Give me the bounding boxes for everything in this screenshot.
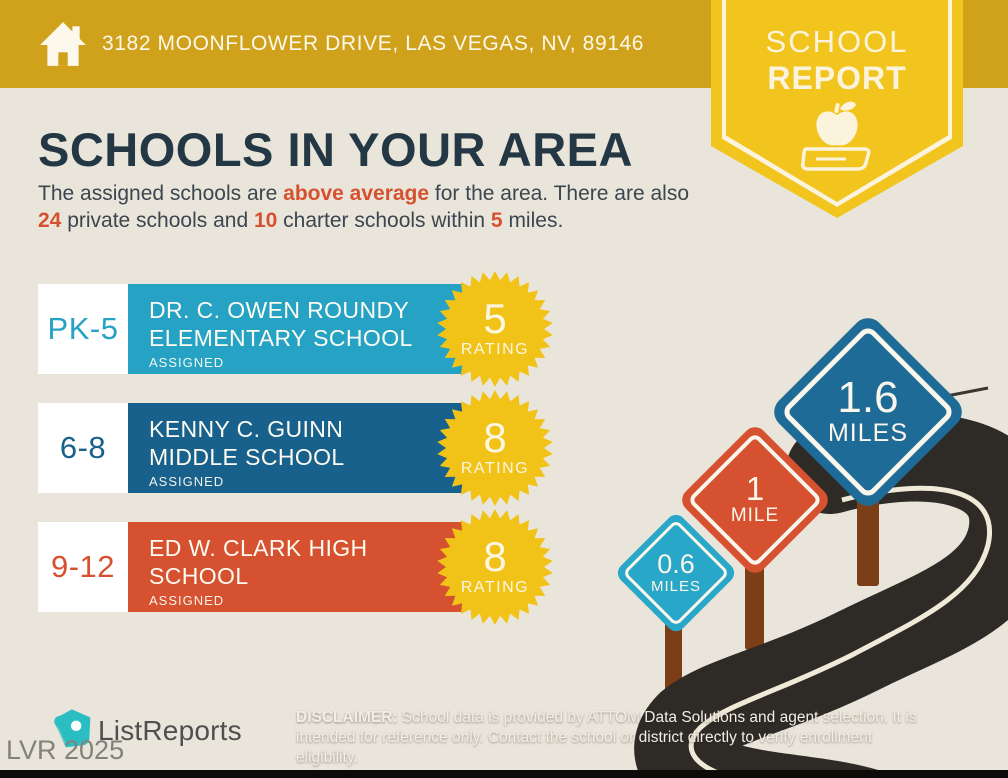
badge-title-report: REPORT [767, 60, 907, 96]
assigned-label: ASSIGNED [149, 355, 225, 370]
school-name-line1: KENNY C. GUINN [149, 416, 344, 442]
intro-part3: private schools and [61, 209, 254, 232]
rating-label: RATING [460, 460, 530, 477]
rating-value: 8 [483, 414, 507, 461]
page-title: SCHOOLS IN YOUR AREA [38, 123, 633, 176]
lvr-watermark: LVR 2025 [6, 735, 125, 765]
disclaimer-label: DISCLAIMER: [296, 709, 398, 726]
apple-on-book-icon [801, 101, 871, 171]
private-school-count: 24 [38, 209, 62, 232]
distance-unit: MILES [827, 418, 909, 447]
school-row-high: 9-12 ED W. CLARK HIGH SCHOOL ASSIGNED 8 … [38, 509, 568, 625]
bottom-black-bar [0, 770, 1008, 778]
distance-sign-1-6-miles: 1.6 MILES [767, 311, 969, 513]
school-row-middle: 6-8 KENNY C. GUINN MIDDLE SCHOOL ASSIGNE… [38, 390, 568, 506]
badge-content: SCHOOL REPORT [711, 0, 963, 218]
starburst-icon [437, 271, 553, 387]
listreports-logo-icon [54, 709, 91, 748]
grade-range-badge: 6-8 [38, 403, 128, 493]
assigned-label: ASSIGNED [149, 593, 225, 608]
intro-paragraph: The assigned schools are above average f… [38, 180, 706, 234]
school-name-bar: KENNY C. GUINN MIDDLE SCHOOL ASSIGNED [128, 403, 465, 493]
distance-unit: MILES [650, 578, 701, 595]
sign-post-small [665, 622, 682, 692]
school-row-elementary: PK-5 DR. C. OWEN ROUNDY ELEMENTARY SCHOO… [38, 271, 568, 387]
sign-post-large [857, 498, 879, 586]
school-name-line2: MIDDLE SCHOOL [149, 444, 345, 470]
distance-unit: MILE [730, 505, 780, 526]
rating-value: 8 [483, 533, 507, 580]
distance-value: 1 [745, 470, 765, 507]
intro-quality-highlight: above average [283, 182, 430, 205]
starburst-icon [437, 390, 553, 506]
school-report-badge: SCHOOL REPORT [711, 0, 963, 218]
rating-value: 5 [483, 295, 507, 342]
listreports-wordmark: ListReports [98, 715, 242, 746]
rating-label: RATING [460, 579, 530, 596]
rating-starburst: 8 RATING [436, 389, 554, 507]
rating-starburst: 5 RATING [436, 270, 554, 388]
grade-range-badge: PK-5 [38, 284, 128, 374]
distance-value: 1.6 [837, 372, 899, 422]
school-name-bar: ED W. CLARK HIGH SCHOOL ASSIGNED [128, 522, 465, 612]
intro-part2: for the area. There are also [429, 182, 690, 205]
property-address: 3182 MOONFLOWER DRIVE, LAS VEGAS, NV, 89… [102, 32, 645, 55]
grade-range-badge: 9-12 [38, 522, 128, 612]
home-icon [40, 22, 86, 66]
rating-label: RATING [460, 341, 530, 358]
listreports-logo: ListReports [52, 709, 302, 755]
school-name-bar: DR. C. OWEN ROUNDY ELEMENTARY SCHOOL ASS… [128, 284, 465, 374]
starburst-icon [437, 509, 553, 625]
badge-title-school: SCHOOL [765, 24, 909, 59]
charter-school-count: 10 [253, 209, 278, 232]
intro-part1: The assigned schools are [38, 182, 284, 205]
intro-part4: charter schools within [277, 209, 491, 232]
school-name-line1: DR. C. OWEN ROUNDY [149, 297, 410, 323]
school-name-line1: ED W. CLARK HIGH [149, 535, 368, 561]
disclaimer-text: DISCLAIMER: School data is provided by A… [296, 709, 917, 766]
radius-miles: 5 [490, 209, 503, 232]
intro-part5: miles. [502, 209, 564, 232]
assigned-label: ASSIGNED [149, 474, 225, 489]
school-name-line2: SCHOOL [149, 563, 249, 589]
rating-starburst: 8 RATING [436, 508, 554, 626]
distance-value: 0.6 [657, 549, 695, 579]
school-name-line2: ELEMENTARY SCHOOL [149, 325, 413, 351]
